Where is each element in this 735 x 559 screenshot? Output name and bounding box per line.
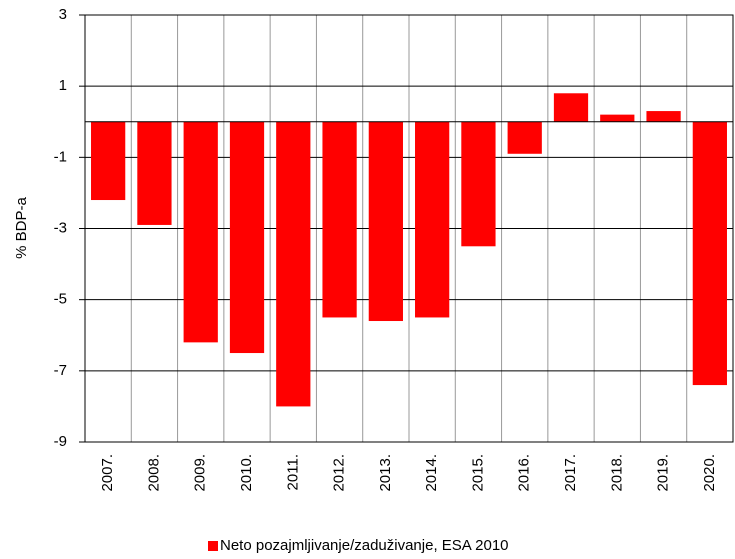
bar (229, 121, 265, 354)
x-tick-label: 2008. (145, 454, 162, 492)
bar (646, 111, 681, 122)
x-tick-label: 2014. (423, 454, 440, 492)
x-tick-label: 2012. (331, 454, 348, 492)
bar (461, 121, 496, 247)
y-tick-label: 1 (59, 77, 67, 94)
x-tick-label: 2017. (562, 454, 579, 492)
legend-label: Neto pozajmljivanje/zaduživanje, ESA 201… (220, 537, 509, 554)
bar (322, 121, 357, 318)
x-tick-label: 2007. (99, 454, 116, 492)
legend-swatch (208, 541, 218, 551)
x-tick-label: 2018. (608, 454, 625, 492)
bar (692, 121, 727, 386)
x-tick-label: 2009. (192, 454, 209, 492)
bar (91, 121, 126, 201)
y-axis-label: % BDP-a (13, 197, 30, 259)
bar (600, 114, 635, 122)
plot-frame (84, 14, 734, 443)
bar (276, 121, 311, 407)
y-tick-label: -9 (54, 433, 67, 450)
x-tick-label: 2015. (469, 454, 486, 492)
y-tick-label: -1 (54, 148, 67, 165)
bar (415, 121, 450, 318)
x-tick-label: 2016. (516, 454, 533, 492)
bar (507, 121, 542, 154)
x-tick-label: 2020. (701, 454, 718, 492)
x-tick-label: 2013. (377, 454, 394, 492)
x-tick-label: 2011. (284, 454, 301, 490)
bar (137, 121, 172, 225)
x-tick-label: 2010. (238, 454, 255, 492)
y-tick-label: -3 (54, 219, 67, 236)
bar (553, 93, 589, 122)
y-tick-label: -5 (54, 291, 67, 308)
x-tick-label: 2019. (655, 454, 672, 492)
bar (368, 121, 403, 322)
bar (183, 121, 218, 343)
y-tick-label: 3 (59, 6, 67, 23)
y-tick-label: -7 (54, 362, 67, 379)
